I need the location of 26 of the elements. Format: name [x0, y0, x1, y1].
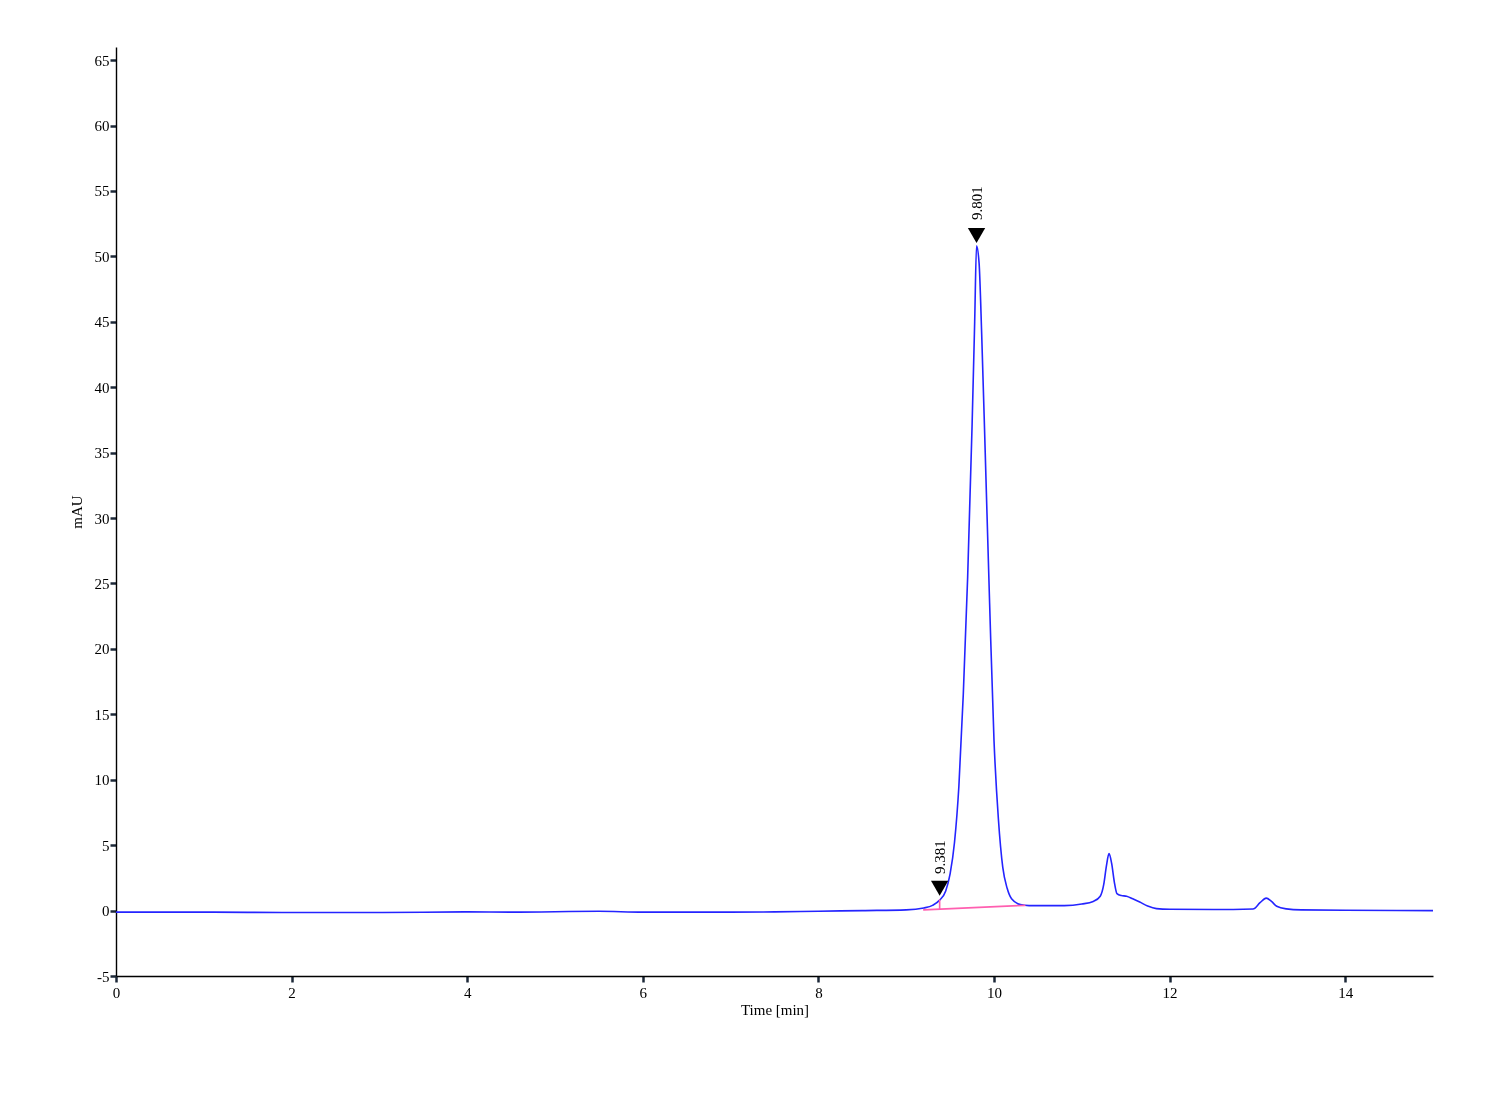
y-tick-label: 0 — [102, 903, 110, 920]
x-tick-label: 14 — [1338, 984, 1354, 1001]
y-tick-label: 15 — [94, 706, 110, 723]
y-tick-label: 20 — [94, 641, 110, 658]
y-tick-label: 30 — [94, 510, 110, 527]
x-tick-label: 10 — [987, 984, 1002, 1001]
y-tick-label: 40 — [94, 379, 110, 396]
y-tick-label: 35 — [94, 445, 110, 462]
x-tick-label: 4 — [463, 984, 472, 1001]
y-tick-label: 45 — [94, 314, 110, 331]
y-tick-label: 25 — [94, 575, 110, 592]
x-tick-label: 12 — [1162, 984, 1178, 1001]
y-tick-label: 5 — [102, 837, 110, 854]
y-tick-label: 60 — [94, 118, 110, 135]
y-tick-label: 10 — [94, 772, 110, 789]
y-axis-title: mAU — [68, 495, 85, 529]
y-tick-label: 50 — [94, 248, 110, 265]
x-tick-label: 8 — [815, 984, 823, 1001]
x-tick-label: 2 — [288, 984, 296, 1001]
x-axis-title: Time [min] — [740, 1001, 810, 1018]
y-tick-label: -5 — [97, 968, 110, 985]
y-tick-label: 55 — [94, 183, 110, 200]
x-tick-label: 6 — [639, 984, 648, 1001]
annotation: 9.381 — [931, 840, 948, 875]
annotation: 9.801 — [968, 186, 985, 220]
y-tick-label: 65 — [94, 52, 110, 69]
